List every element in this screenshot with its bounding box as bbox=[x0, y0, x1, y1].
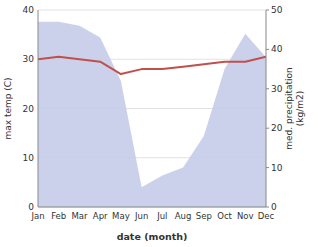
y2-tick-label: 0 bbox=[271, 202, 277, 212]
x-tick-label: Sep bbox=[196, 211, 212, 221]
x-tick-label: Oct bbox=[217, 211, 232, 221]
x-tick-label: Mar bbox=[71, 211, 88, 221]
grid bbox=[38, 10, 266, 207]
x-tick-label: Feb bbox=[51, 211, 66, 221]
y2-axis-line bbox=[266, 10, 267, 207]
y2-tick bbox=[266, 167, 269, 168]
axes: JanFebMarAprMayJunJulAugSepOctNovDec0102… bbox=[3, 5, 305, 242]
grid-line bbox=[38, 207, 266, 208]
y-tick-label: 10 bbox=[23, 153, 35, 163]
y2-axis-label-line: (kg/m2) bbox=[295, 91, 305, 126]
x-axis-label: date (month) bbox=[117, 231, 188, 242]
y2-tick-label: 10 bbox=[271, 163, 283, 173]
y-tick-label: 0 bbox=[28, 202, 34, 212]
x-tick-label: Jun bbox=[134, 211, 148, 221]
y2-tick bbox=[266, 88, 269, 89]
precipitation-area bbox=[38, 22, 266, 207]
y-tick-label: 20 bbox=[23, 104, 35, 114]
y-tick-label: 30 bbox=[23, 54, 35, 64]
chart: JanFebMarAprMayJunJulAugSepOctNovDec0102… bbox=[0, 0, 318, 247]
y2-tick-label: 40 bbox=[271, 44, 283, 54]
x-axis-line bbox=[38, 207, 266, 208]
grid-line bbox=[38, 10, 266, 11]
y2-tick-label: 20 bbox=[271, 123, 283, 133]
y-tick-label: 40 bbox=[23, 5, 35, 15]
temperature-line bbox=[38, 57, 266, 74]
y2-tick bbox=[266, 128, 269, 129]
y2-axis-label-line: med. precipitation bbox=[284, 67, 294, 149]
y-axis-label: max temp (C) bbox=[3, 77, 13, 139]
y-axis-line bbox=[38, 10, 39, 207]
x-tick-label: Jan bbox=[30, 211, 44, 221]
x-tick-label: Apr bbox=[93, 211, 108, 221]
x-tick-label: Jul bbox=[156, 211, 167, 221]
plot-area bbox=[38, 22, 266, 207]
x-tick-label: Dec bbox=[258, 211, 275, 221]
y2-tick-label: 30 bbox=[271, 84, 283, 94]
x-tick-label: May bbox=[112, 211, 130, 221]
y2-tick bbox=[266, 207, 269, 208]
y2-axis-label: med. precipitation(kg/m2) bbox=[284, 67, 305, 149]
x-tick-label: Aug bbox=[175, 211, 192, 221]
y2-tick-label: 50 bbox=[271, 5, 283, 15]
y2-tick bbox=[266, 49, 269, 50]
y2-tick bbox=[266, 10, 269, 11]
x-tick-label: Nov bbox=[237, 211, 254, 221]
